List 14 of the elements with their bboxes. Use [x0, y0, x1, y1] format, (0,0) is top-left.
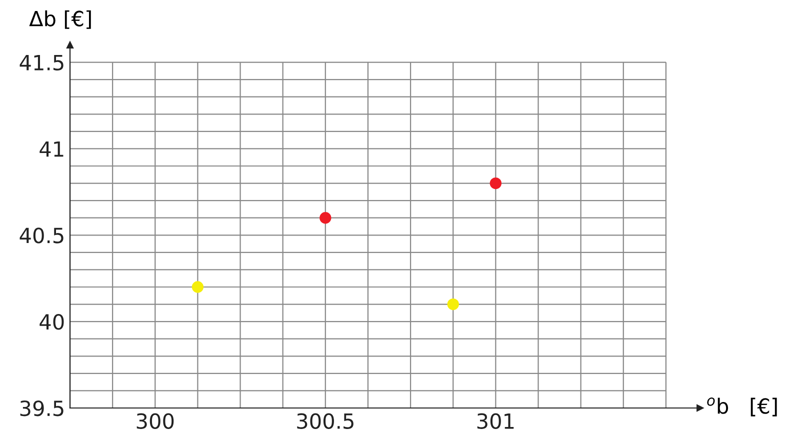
- x-tick-label: 300: [136, 413, 174, 429]
- point: [192, 281, 204, 293]
- y-tick-label: 40: [40, 314, 64, 330]
- x-axis-title: $^{o}$b [€]: [707, 398, 777, 416]
- point: [320, 212, 332, 224]
- y-tick-label: 41.5: [20, 55, 64, 70]
- y-tick-label: 40.5: [20, 228, 64, 244]
- y-axis-title: Δb [€]: [29, 10, 91, 29]
- y-tick-label: 41: [40, 141, 64, 157]
- y-tick-label: 39.5: [20, 400, 64, 416]
- x-tick-label: 301: [477, 413, 514, 429]
- point: [490, 177, 502, 190]
- point: [447, 298, 459, 310]
- x-tick-label: 300.5: [297, 413, 354, 429]
